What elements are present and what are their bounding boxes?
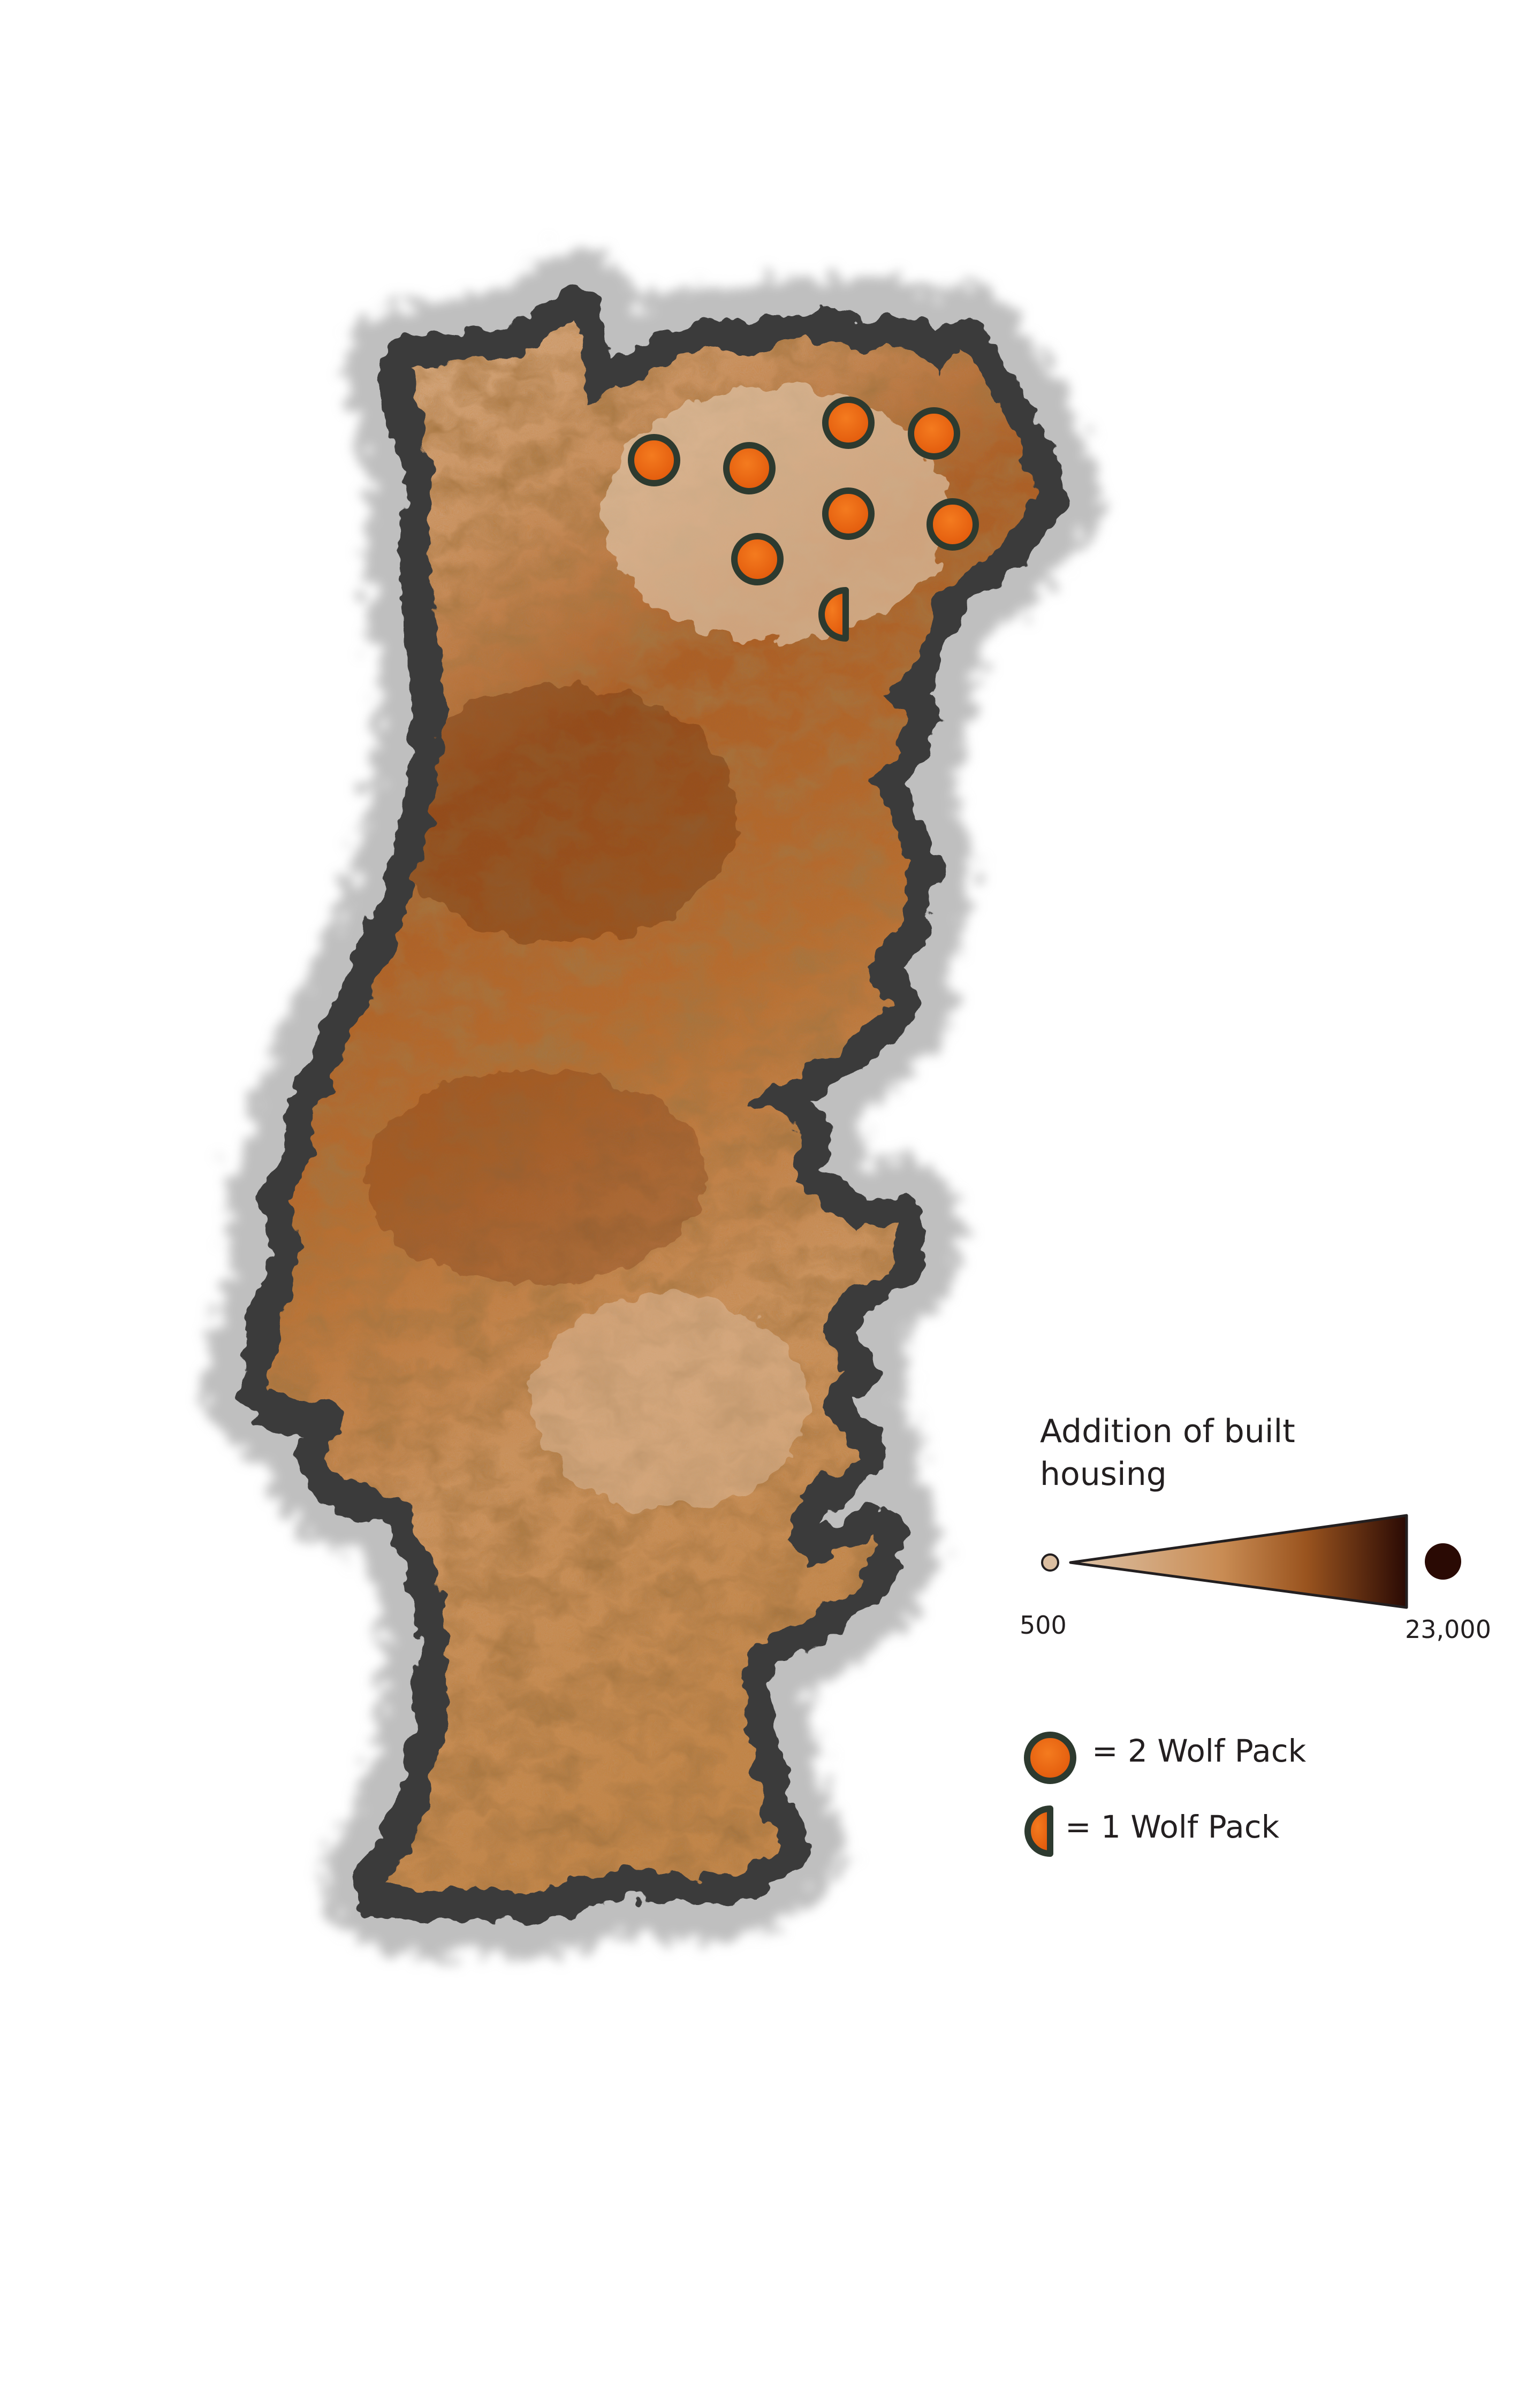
legend-wolf-1-icon: [1024, 1805, 1053, 1857]
wolf-pack-marker-2: [731, 533, 784, 585]
legend-wolf-1-label: = 1 Wolf Pack: [1065, 1809, 1280, 1845]
legend-title: Addition of built housing: [1040, 1413, 1295, 1493]
wolf-pack-marker-2: [926, 498, 979, 551]
legend-min-circle: [1041, 1553, 1059, 1572]
legend-max-label: 23,000: [1405, 1615, 1491, 1644]
wolf-pack-markers: [628, 397, 979, 642]
legend-gradient-wedge: [1069, 1514, 1408, 1609]
legend-graphics: [1024, 1514, 1461, 1857]
wolf-pack-marker-2: [908, 407, 960, 460]
legend-min-label: 500: [1020, 1611, 1067, 1640]
wolf-pack-marker-1: [818, 587, 849, 642]
wolf-pack-marker-2: [723, 442, 776, 494]
legend-wolf-2-icon: [1024, 1732, 1076, 1784]
wolf-pack-marker-2: [822, 487, 875, 540]
wolf-pack-marker-2: [628, 434, 680, 486]
wolf-pack-marker-2: [822, 397, 875, 449]
legend-wolf-2-label: = 2 Wolf Pack: [1092, 1733, 1307, 1769]
legend-max-circle: [1425, 1543, 1461, 1580]
